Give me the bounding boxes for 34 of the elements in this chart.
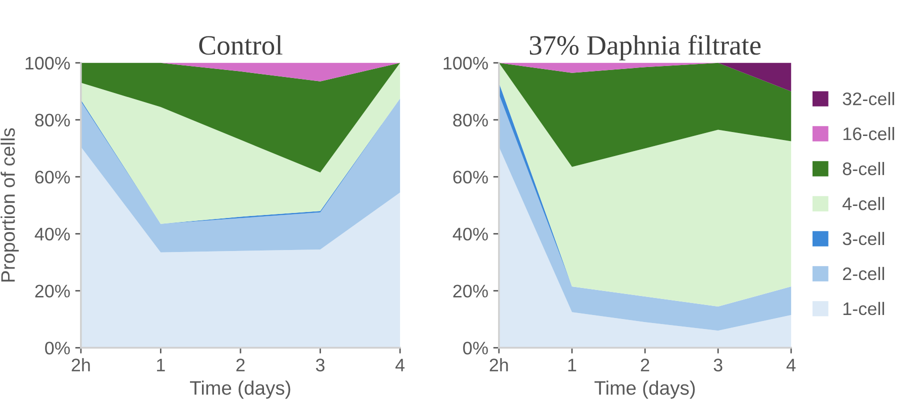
x-tick-label: 4 bbox=[786, 358, 796, 372]
legend-label: 4-cell bbox=[842, 196, 884, 210]
y-tick-label: 0% bbox=[463, 342, 488, 354]
x-tick-label: 3 bbox=[714, 358, 722, 372]
chart-title: 37% Daphnia filtrate bbox=[530, 34, 761, 60]
legend-label: 8-cell bbox=[842, 162, 884, 176]
x-tick-label: 1 bbox=[157, 358, 165, 372]
y-tick-label: 100% bbox=[444, 56, 488, 70]
y-tick-label: 40% bbox=[452, 228, 488, 241]
legend-label: 2-cell bbox=[843, 266, 884, 280]
x-tick-label: 2h bbox=[490, 358, 508, 372]
y-tick-label: 80% bbox=[453, 114, 488, 127]
legend-label: 3-cell bbox=[842, 232, 884, 246]
y-tick-label: 60% bbox=[453, 170, 488, 184]
legend-label: 16-cell bbox=[843, 126, 894, 140]
x-tick-label: 2 bbox=[640, 358, 650, 372]
x-axis-title: Time (days) bbox=[190, 380, 290, 399]
chart-title: Control bbox=[199, 35, 282, 55]
y-tick-label: 20% bbox=[35, 284, 70, 298]
legend-label: 32-cell bbox=[842, 92, 894, 106]
y-tick-label: 100% bbox=[26, 56, 70, 70]
x-tick-label: 4 bbox=[395, 358, 405, 372]
x-tick-label: 2h bbox=[72, 358, 90, 372]
y-tick-label: 40% bbox=[34, 228, 70, 241]
x-tick-label: 1 bbox=[568, 358, 576, 372]
x-tick-label: 2 bbox=[236, 358, 245, 372]
x-axis-title: Time (days) bbox=[594, 380, 695, 399]
x-tick-label: 3 bbox=[316, 358, 324, 372]
y-tick-label: 0% bbox=[45, 342, 70, 354]
y-tick-label: 20% bbox=[453, 284, 488, 298]
y-axis-title: Proportion of cells bbox=[0, 128, 19, 282]
legend-label: 1-cell bbox=[843, 302, 884, 316]
y-tick-label: 80% bbox=[35, 114, 70, 127]
y-tick-label: 60% bbox=[35, 170, 70, 184]
